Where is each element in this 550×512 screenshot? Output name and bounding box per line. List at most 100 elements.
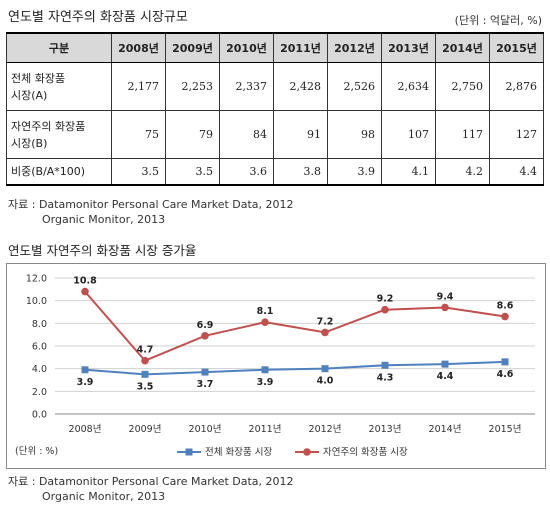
- data-point: [261, 318, 269, 326]
- data-label: 4.3: [377, 372, 394, 383]
- table-cell: 84: [219, 110, 274, 159]
- legend-label: 자연주의 화장품 시장: [323, 447, 408, 458]
- y-tick-label: 8.0: [32, 319, 47, 330]
- x-tick-label: 2008년: [69, 424, 102, 435]
- x-tick-label: 2011년: [249, 424, 282, 435]
- legend-marker: [303, 448, 311, 456]
- data-point: [381, 305, 389, 314]
- table-cell: 2,253: [165, 62, 220, 111]
- x-tick-label: 2012년: [309, 424, 342, 435]
- data-label: 3.5: [137, 381, 154, 392]
- data-label: 9.2: [377, 294, 394, 305]
- data-label: 6.9: [197, 320, 214, 331]
- table-row: 자연주의 화장품 시장(B) 75 79 84 91 98 107 117 127: [6, 110, 544, 159]
- table-cell: 98: [327, 110, 382, 159]
- data-label: 4.6: [497, 369, 514, 380]
- data-label: 4.0: [317, 376, 334, 387]
- y-tick-label: 10.0: [26, 296, 47, 307]
- data-point: [81, 366, 89, 374]
- header-cell: 2013년: [381, 32, 436, 63]
- y-tick-label: 6.0: [32, 342, 47, 353]
- data-label: 8.1: [257, 306, 274, 317]
- data-point: [441, 360, 449, 368]
- table-row: 비중(B/A*100) 3.5 3.5 3.6 3.8 3.9 4.1 4.2 …: [6, 158, 544, 186]
- data-point: [501, 358, 509, 366]
- data-label: 3.9: [77, 377, 94, 388]
- header-cell: 구분: [6, 32, 112, 63]
- header-cell: 2010년: [219, 32, 274, 63]
- header-cell: 2015년: [489, 32, 544, 63]
- table-title: 연도별 자연주의 화장품 시장규모: [8, 10, 188, 25]
- table-cell: 4.1: [381, 158, 436, 186]
- y-tick-label: 0.0: [32, 410, 47, 421]
- x-tick-label: 2014년: [429, 424, 462, 435]
- header-cell: 2009년: [165, 32, 220, 63]
- table-cell: 79: [165, 110, 220, 159]
- data-point: [141, 370, 149, 378]
- table-cell: 2,428: [273, 62, 328, 111]
- x-tick-label: 2009년: [129, 424, 162, 435]
- source-line: Organic Monitor, 2013: [42, 213, 166, 226]
- x-tick-label: 2015년: [489, 424, 522, 435]
- source-line: 자료 : Datamonitor Personal Care Market Da…: [8, 198, 294, 211]
- table-cell: 3.5: [111, 158, 166, 186]
- data-point: [441, 303, 449, 312]
- data-point: [321, 328, 329, 337]
- header-cell: 2008년: [111, 32, 166, 63]
- table-cell: 2,177: [111, 62, 166, 111]
- table-cell: 75: [111, 110, 166, 159]
- data-point: [261, 366, 269, 374]
- header-cell: 2011년: [273, 32, 328, 63]
- table-source: 자료 : Datamonitor Personal Care Market Da…: [8, 197, 294, 227]
- data-label: 4.7: [137, 345, 154, 356]
- table-row: 전체 화장품 시장(A) 2,177 2,253 2,337 2,428 2,52…: [6, 62, 544, 111]
- x-tick-label: 2013년: [369, 424, 402, 435]
- source-line: 자료 : Datamonitor Personal Care Market Da…: [8, 475, 294, 488]
- table-cell: 3.9: [327, 158, 382, 186]
- data-point: [381, 361, 389, 369]
- data-label: 7.2: [317, 316, 334, 327]
- data-label: 3.7: [197, 379, 214, 390]
- table-cell: 91: [273, 110, 328, 159]
- market-size-table: 구분 2008년 2009년 2010년 2011년 2012년 2013년 2…: [6, 32, 544, 186]
- header-cell: 2014년: [435, 32, 490, 63]
- row-label: 전체 화장품 시장(A): [6, 62, 112, 111]
- table-cell: 4.2: [435, 158, 490, 186]
- data-label: 3.9: [257, 377, 274, 388]
- y-tick-label: 4.0: [32, 364, 47, 375]
- y-tick-label: 12.0: [26, 274, 47, 285]
- row-label: 비중(B/A*100): [6, 158, 112, 186]
- data-point: [81, 287, 89, 296]
- chart-unit-note: (단위 : %): [15, 445, 58, 457]
- table-cell: 3.5: [165, 158, 220, 186]
- header-cell: 2012년: [327, 32, 382, 63]
- series-line: [84, 290, 506, 362]
- data-label: 8.6: [497, 301, 514, 312]
- table-header-row: 구분 2008년 2009년 2010년 2011년 2012년 2013년 2…: [6, 32, 544, 63]
- table-cell: 2,634: [381, 62, 436, 111]
- chart-title: 연도별 자연주의 화장품 시장 증가율: [8, 243, 197, 258]
- data-label: 9.4: [437, 291, 454, 302]
- table-cell: 3.8: [273, 158, 328, 186]
- table-cell: 3.6: [219, 158, 274, 186]
- table-cell: 2,750: [435, 62, 490, 111]
- chart-source: 자료 : Datamonitor Personal Care Market Da…: [8, 474, 294, 504]
- data-point: [321, 365, 329, 373]
- data-point: [501, 312, 509, 321]
- table-unit: (단위 : 억달러, %): [454, 14, 542, 27]
- source-line: Organic Monitor, 2013: [42, 490, 166, 503]
- table-cell: 127: [489, 110, 544, 159]
- data-point: [141, 356, 149, 365]
- table-cell: 4.4: [489, 158, 544, 186]
- table-cell: 117: [435, 110, 490, 159]
- data-label: 10.8: [73, 276, 97, 287]
- growth-rate-chart: 0.0 2.0 4.0 6.0 8.0 10.0 12.0 2008년 2009년 2010년 2…: [6, 263, 546, 469]
- y-tick-label: 2.0: [32, 387, 47, 398]
- table-cell: 2,337: [219, 62, 274, 111]
- line-chart: 0.0 2.0 4.0 6.0 8.0 10.0 12.0 2008년 2009년 2010년 2…: [15, 274, 535, 458]
- table-cell: 2,526: [327, 62, 382, 111]
- legend-marker: [185, 448, 193, 456]
- series-line: [84, 360, 506, 376]
- data-point: [201, 332, 209, 340]
- data-point: [201, 368, 209, 376]
